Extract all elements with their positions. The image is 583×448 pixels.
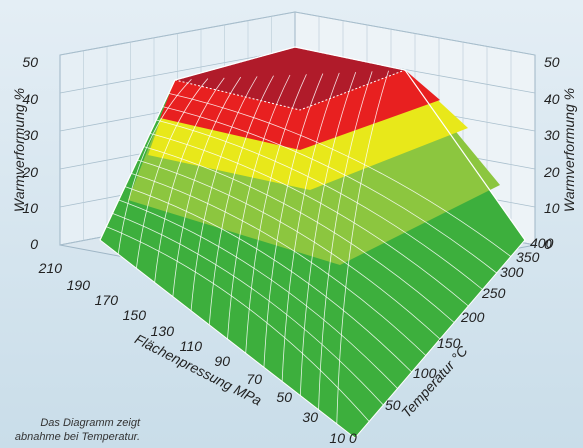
z-tick-right-50: 50 <box>544 54 560 70</box>
y-tick-150: 150 <box>437 335 461 351</box>
mesh-line <box>143 146 455 323</box>
y-tick-50: 50 <box>385 397 401 413</box>
z-axis-right: 0 10 20 30 40 50 Warmverformung % <box>543 54 577 252</box>
x-tick-70: 70 <box>246 371 262 387</box>
x-tick-190: 190 <box>67 277 91 293</box>
mesh-line <box>117 79 192 255</box>
mesh-line <box>106 226 370 422</box>
z-tick-right-40: 40 <box>544 91 560 107</box>
mesh-line <box>299 72 357 396</box>
z-tick-right-0: 0 <box>544 236 552 252</box>
z-tick-right-20: 20 <box>543 164 560 180</box>
mesh-line <box>172 76 242 297</box>
z-tick-left-40: 40 <box>22 91 38 107</box>
y-tick-0: 0 <box>349 430 357 446</box>
z-axis-left: 0 10 20 30 40 50 Warmverformung % <box>11 54 38 252</box>
z-tick-right-30: 30 <box>544 127 560 143</box>
mesh-line <box>318 71 373 410</box>
x-tick-50: 50 <box>276 389 292 405</box>
mesh-line <box>245 74 307 354</box>
x-tick-90: 90 <box>214 353 230 369</box>
surface-outline <box>99 46 526 241</box>
z-tick-left-50: 50 <box>22 54 38 70</box>
z-tick-left-10: 10 <box>22 200 38 216</box>
y-tick-350: 350 <box>516 249 540 265</box>
mesh-line <box>168 92 512 257</box>
z-tick-left-20: 20 <box>21 164 38 180</box>
mesh-line <box>154 77 225 283</box>
mesh-line <box>208 75 274 325</box>
mesh-line <box>124 186 412 373</box>
y-tick-400: 400 <box>530 235 554 251</box>
surface-mesh <box>106 70 512 424</box>
x-tick-150: 150 <box>123 307 147 323</box>
caption-line-2: abnahme bei Temperatur. <box>15 431 140 443</box>
mesh-line <box>136 78 209 269</box>
x-tick-10: 10 <box>329 430 345 446</box>
mesh-line <box>137 159 441 340</box>
mesh-line <box>190 76 258 311</box>
caption-line-1: Das Diagramm zeigt <box>40 417 141 429</box>
z-tick-right-10: 10 <box>544 200 560 216</box>
z-axis-title-left: Warmverformung % <box>11 88 27 212</box>
mesh-line <box>118 199 398 389</box>
x-tick-130: 130 <box>151 323 175 339</box>
mesh-line <box>149 132 469 307</box>
x-tick-110: 110 <box>180 338 203 354</box>
z-tick-left-30: 30 <box>22 127 38 143</box>
x-tick-170: 170 <box>95 292 119 308</box>
x-tick-30: 30 <box>302 409 318 425</box>
y-tick-300: 300 <box>500 264 524 280</box>
x-tick-210: 210 <box>38 260 63 276</box>
z-tick-left-0: 0 <box>30 236 38 252</box>
mesh-line <box>162 106 497 274</box>
z-axis-title-right: Warmverformung % <box>561 88 577 212</box>
mesh-line <box>227 74 291 340</box>
mesh-line <box>336 70 389 424</box>
mesh-line <box>112 212 384 406</box>
caption: Das Diagramm zeigt abnahme bei Temperatu… <box>15 417 141 443</box>
mesh-line <box>281 72 340 382</box>
y-tick-250: 250 <box>481 285 506 301</box>
y-tick-200: 200 <box>460 309 485 325</box>
y-tick-100: 100 <box>413 365 437 381</box>
mesh-line <box>263 73 324 368</box>
